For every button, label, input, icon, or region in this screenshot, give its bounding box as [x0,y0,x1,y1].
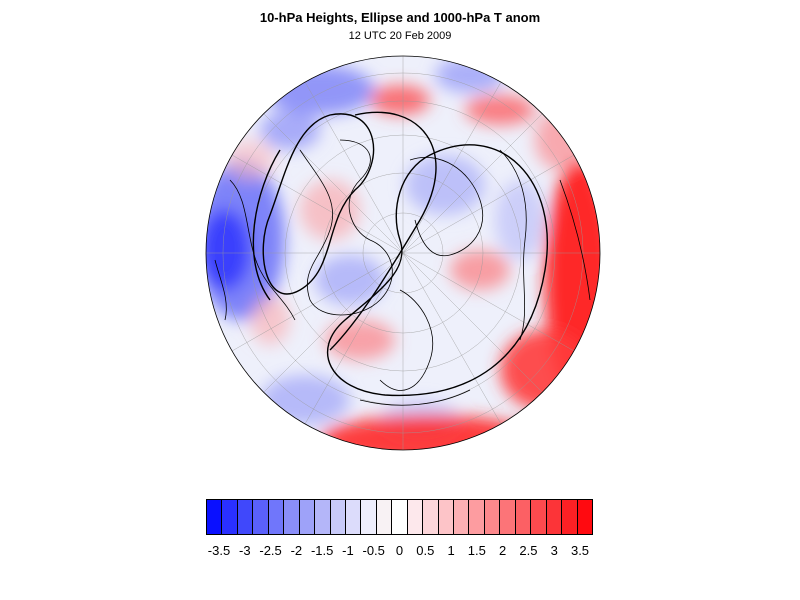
graticule [206,56,600,450]
polar-map [205,55,601,451]
colorbar-tick-label: -3 [239,543,251,558]
colorbar-cell [423,500,439,534]
colorbar-cell [222,500,238,534]
chart-title: 10-hPa Heights, Ellipse and 1000-hPa T a… [259,10,541,25]
colorbar-cell [268,500,285,534]
colorbar-tick-label: 3 [550,543,558,558]
colorbar-cell [392,500,408,534]
colorbar-cell [253,500,269,534]
temperature-anomaly-field [206,56,600,450]
colorbar-tick-label: -0.5 [362,543,385,558]
height-contours [252,111,548,397]
colorbar-tick-label: -1.5 [310,543,334,558]
colorbar-cell [330,500,346,534]
colorbar-cell [315,500,331,534]
colorbar-cell [500,500,516,534]
colorbar-cell [484,500,501,534]
colorbar-cell [531,500,547,534]
colorbar-tick-label: 2 [499,543,507,558]
colorbar-tick-label: 3.5 [570,543,590,558]
colorbar-cell [345,500,362,534]
chart-subtitle: 12 UTC 20 Feb 2009 [348,30,452,42]
colorbar-labels: -3.5 -3 -2.5 -2 -1.5 -1 -0.5 0 0.5 1 1.5 2 2.5 3 3.5 [0,543,800,561]
colorbar-tick-label: 0.5 [416,543,435,558]
colorbar-tick-label: -3.5 [207,543,231,558]
colorbar-cell [299,500,316,534]
colorbar-cell [361,500,377,534]
colorbar-tick-label: 2.5 [519,543,538,558]
colorbar-tick-label: -2.5 [259,543,282,558]
colorbar-cell [515,500,532,534]
colorbar-tick-label: 1 [447,543,455,558]
colorbar-cell [546,500,563,534]
globe-outline [205,55,601,451]
colorbar-tick-label: -2 [290,543,303,558]
colorbar-cell [438,500,454,534]
colorbar-cell [376,500,393,534]
colorbar-cell [454,500,470,534]
colorbar [206,499,593,535]
colorbar-tick-label: 0 [395,543,404,558]
colorbar-tick-label: -1 [342,543,354,558]
colorbar-cell [284,500,300,534]
colorbar-cell [407,500,424,534]
colorbar-cell [562,500,578,534]
colorbar-cell [237,500,254,534]
coastlines [214,139,591,406]
colorbar-cell [577,500,592,534]
colorbar-tick-label: 1.5 [467,543,486,558]
colorbar-cell [469,500,485,534]
colorbar-cell [207,500,223,534]
